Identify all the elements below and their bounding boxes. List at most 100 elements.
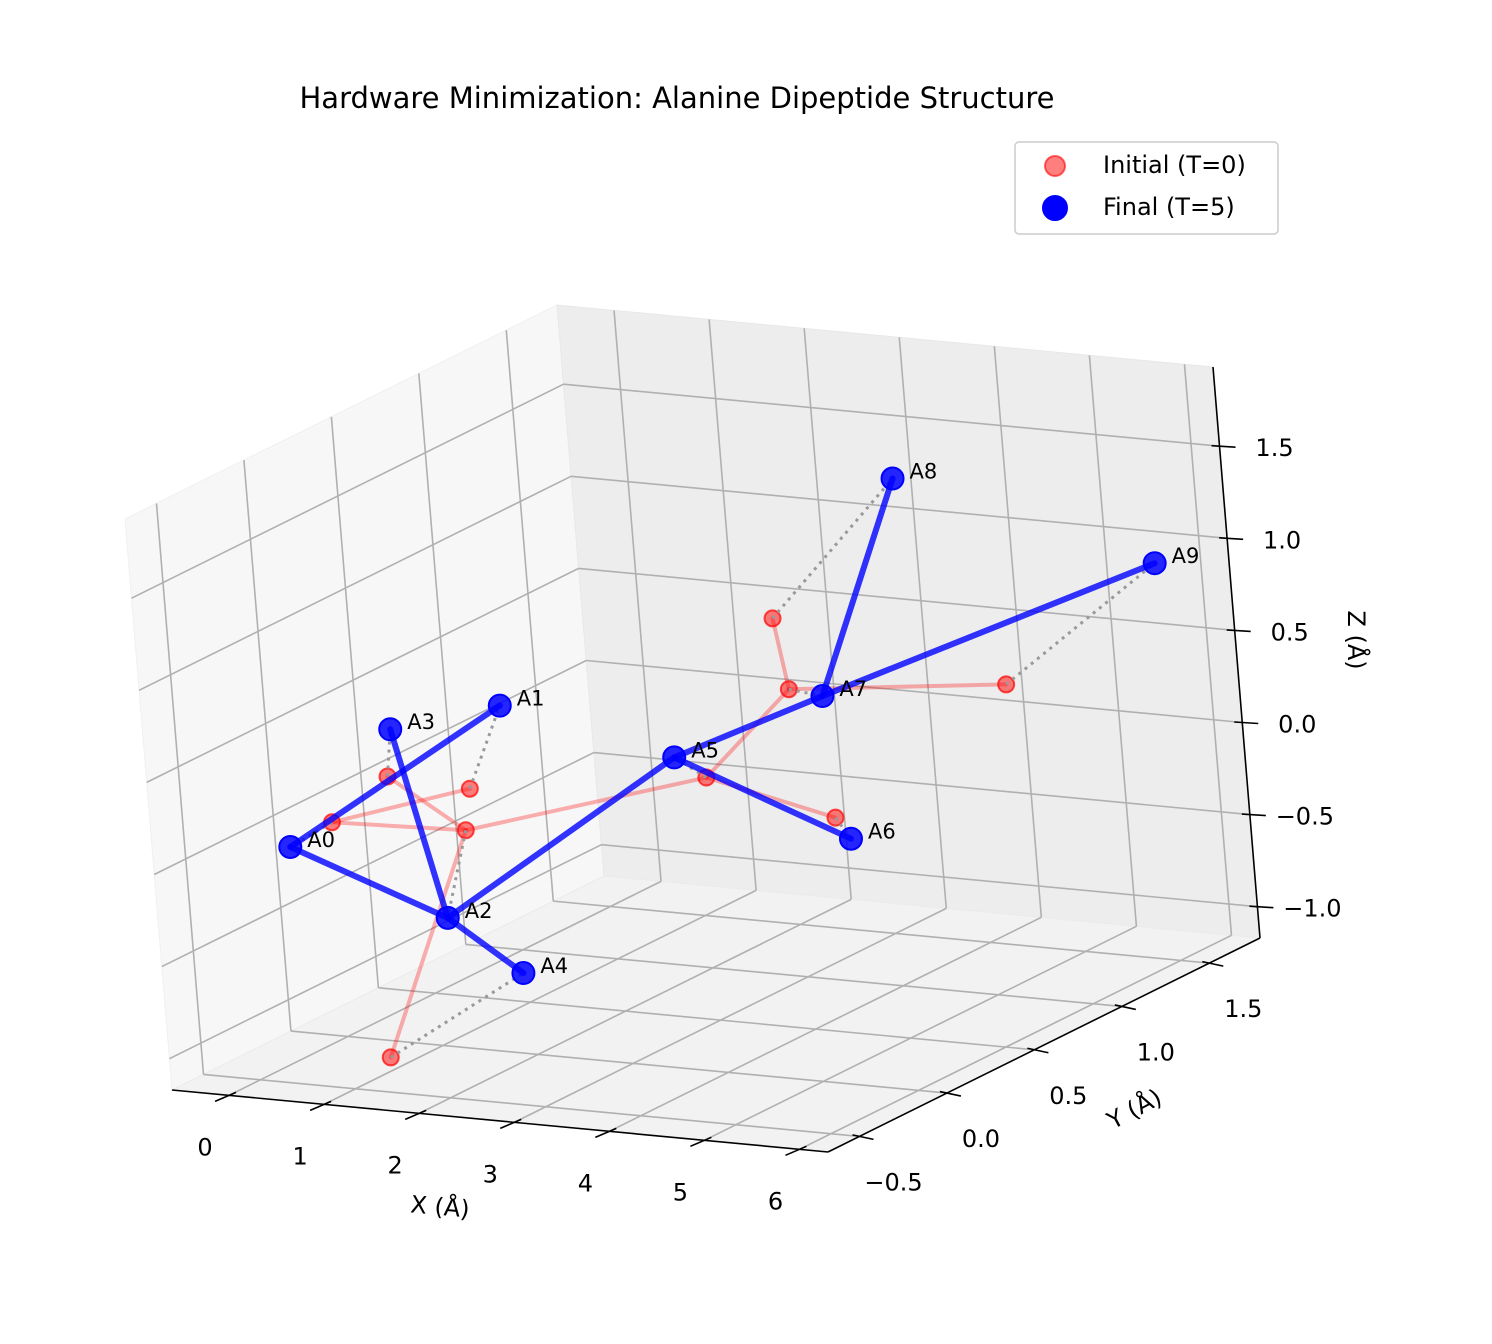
tick-mark — [1114, 1004, 1136, 1011]
legend-marker — [1042, 195, 1068, 221]
x-tick-label: 3 — [483, 1160, 498, 1188]
grid-line — [1183, 364, 1233, 936]
grid-line — [153, 659, 587, 876]
bond — [388, 828, 468, 1060]
tick-mark — [1249, 905, 1274, 909]
bond — [819, 560, 1158, 700]
bond — [671, 754, 854, 842]
grid-line — [203, 1073, 860, 1138]
bond — [287, 702, 503, 850]
bond — [287, 843, 451, 921]
grid-line — [799, 934, 1232, 1151]
atom-point — [511, 961, 536, 986]
bond — [770, 616, 791, 692]
bond — [329, 786, 472, 825]
axis-line — [827, 937, 1261, 1153]
bond — [329, 820, 468, 833]
grid-line — [169, 843, 602, 1060]
tick-mark — [1211, 444, 1236, 449]
grid-line — [161, 751, 595, 968]
tick-mark — [1202, 960, 1224, 967]
bond — [463, 775, 709, 833]
axis-line — [1212, 366, 1261, 939]
grid-line — [613, 310, 662, 882]
tick-mark — [690, 1136, 712, 1148]
y-tick-label: 0.5 — [1049, 1082, 1087, 1110]
atom-point — [487, 693, 512, 718]
tick-mark — [1226, 629, 1251, 633]
tick-mark — [214, 1091, 237, 1103]
tick-mark — [1027, 1047, 1049, 1054]
atom-point — [810, 684, 835, 709]
grid-line — [593, 751, 1250, 816]
grid-line — [586, 659, 1243, 724]
z-tick-label: 1.5 — [1255, 434, 1293, 462]
atom-point — [435, 905, 460, 930]
x-axis-label: X (Å) — [409, 1189, 471, 1223]
grid-line — [146, 567, 580, 784]
grid-line — [378, 986, 1035, 1051]
z-tick-label: 1.0 — [1263, 526, 1301, 554]
tick-mark — [852, 1134, 874, 1141]
axis-line — [171, 1089, 829, 1153]
atom-label: A9 — [1172, 544, 1200, 568]
tick-mark — [939, 1090, 962, 1097]
z-axis-label: Z (Å) — [1342, 610, 1371, 669]
atom-point — [378, 717, 403, 742]
atom-point — [1142, 551, 1167, 576]
atom-label: A7 — [839, 677, 867, 701]
bond — [385, 774, 468, 833]
grid-line — [228, 880, 662, 1097]
y-axis-label: Y (Å) — [1101, 1082, 1166, 1135]
tick-mark — [1241, 813, 1266, 817]
x-tick-label: 5 — [673, 1178, 688, 1206]
atom-label: A0 — [307, 828, 335, 852]
x-tick-label: 0 — [197, 1133, 212, 1161]
grid-line — [601, 843, 1258, 908]
grid-line — [513, 907, 947, 1124]
displacement — [788, 687, 823, 698]
bond — [387, 726, 451, 921]
tick-mark — [404, 1109, 427, 1121]
tick-mark — [309, 1100, 332, 1112]
grid-line — [465, 943, 1122, 1008]
grid-line — [571, 475, 1228, 540]
bond — [671, 693, 826, 761]
grid-line — [290, 1030, 948, 1094]
grid-line — [608, 916, 1042, 1133]
grid-line — [993, 346, 1043, 918]
grid-line — [708, 319, 757, 891]
atom-point — [880, 466, 905, 491]
legend-label: Final (T=5) — [1103, 193, 1235, 221]
grid-line — [803, 328, 852, 900]
displacement — [446, 829, 468, 919]
y-tick-label: 0.0 — [962, 1125, 1000, 1153]
y-tick-label: 1.5 — [1224, 995, 1262, 1023]
tick-mark — [595, 1127, 617, 1139]
atom-label: A6 — [868, 820, 896, 844]
bond — [704, 687, 791, 780]
legend-label: Initial (T=0) — [1103, 151, 1246, 179]
grid-line — [243, 460, 292, 1032]
x-tick-label: 6 — [768, 1187, 783, 1215]
displacement — [389, 971, 525, 1059]
atom-point — [662, 745, 687, 770]
grid-line — [418, 373, 467, 945]
x-tick-label: 4 — [578, 1169, 593, 1197]
grid-line — [898, 337, 948, 909]
grid-line — [505, 330, 555, 902]
legend-marker — [1044, 155, 1066, 177]
z-tick-label: 0.0 — [1278, 710, 1316, 738]
tick-mark — [785, 1145, 807, 1157]
tick-mark — [1234, 721, 1259, 725]
chart-title: Hardware Minimization: Alanine Dipeptide… — [300, 81, 1055, 115]
pane-back — [556, 304, 1261, 939]
grid-line — [330, 416, 380, 988]
atom-label: A2 — [465, 899, 493, 923]
grid-line — [418, 898, 852, 1115]
atom-label: A3 — [407, 710, 435, 734]
tick-mark — [499, 1118, 522, 1130]
z-tick-label: 0.5 — [1271, 618, 1309, 646]
z-tick-label: −0.5 — [1276, 803, 1334, 831]
